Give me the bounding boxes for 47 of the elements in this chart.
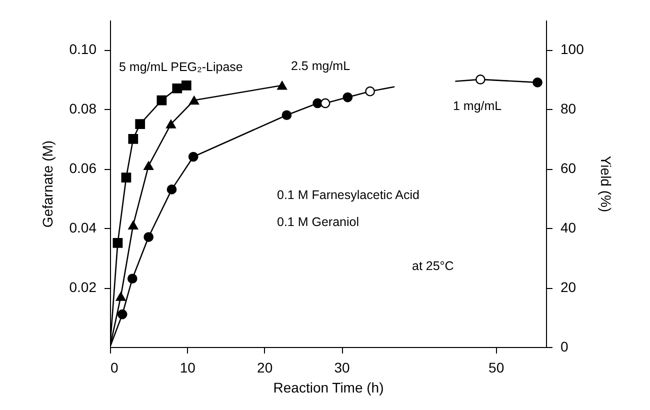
point xyxy=(166,120,176,128)
point xyxy=(156,95,167,106)
y-tick-label: 0.02 xyxy=(69,279,97,296)
annotation: 0.1 M Farnesylacetic Acid xyxy=(277,188,420,202)
y-tick-label: 0.06 xyxy=(69,160,97,176)
x-axis-title: Reaction Time (h) xyxy=(273,380,384,396)
y2-tick-label: 20 xyxy=(560,279,576,296)
x-tick-label: 20 xyxy=(257,360,273,376)
point xyxy=(320,98,330,108)
point xyxy=(112,238,123,248)
x-tick-label: 30 xyxy=(334,360,350,376)
point xyxy=(277,81,288,90)
point xyxy=(121,172,132,182)
y2-tick-label: 80 xyxy=(560,100,576,117)
text: 1 mg/mL xyxy=(453,99,502,113)
series-label: 2.5 mg/mL xyxy=(291,59,350,73)
point xyxy=(135,119,146,129)
x-tick-label: 50 xyxy=(488,360,504,376)
point xyxy=(166,184,177,194)
x-tick-label: 0 xyxy=(110,360,118,376)
annotation: at 25°C xyxy=(412,259,454,273)
point xyxy=(181,80,192,90)
annotation: 0.1 M Geraniol xyxy=(277,215,359,229)
point xyxy=(188,152,198,162)
y2-tick-label: 100 xyxy=(560,41,584,58)
y-tick-label: 0.08 xyxy=(69,100,97,117)
y-tick-label: 0.10 xyxy=(69,41,97,58)
point xyxy=(144,161,154,170)
point xyxy=(189,96,200,105)
y-tick-label: 0.04 xyxy=(69,220,97,236)
point xyxy=(116,292,126,301)
y2-tick-label: 0 xyxy=(560,338,568,354)
y2-tick-label: 40 xyxy=(560,220,576,236)
y-axis-title: Gefarnate (M) xyxy=(39,140,56,228)
point xyxy=(117,309,128,320)
point xyxy=(128,220,138,230)
series-label: 5 mg/mL PEG₂-Lipase xyxy=(119,60,243,74)
point xyxy=(144,232,154,242)
point xyxy=(365,86,375,96)
point xyxy=(282,110,292,120)
point xyxy=(172,83,182,94)
y2-axis-title: Yield (%) xyxy=(598,156,614,212)
point xyxy=(127,274,138,284)
y2-tick-label: 60 xyxy=(560,160,576,176)
point xyxy=(342,92,353,102)
point xyxy=(128,134,138,144)
x-tick-label: 10 xyxy=(180,360,196,376)
